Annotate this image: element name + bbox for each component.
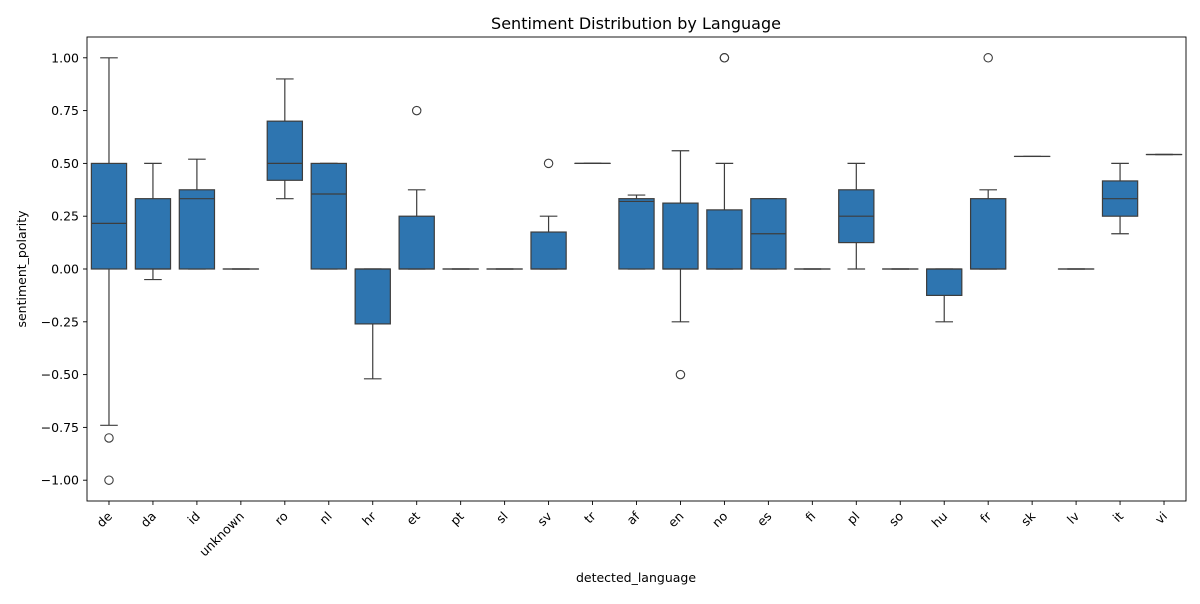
box [707, 210, 742, 269]
box [971, 199, 1006, 269]
box [663, 203, 698, 269]
box [179, 190, 214, 269]
box [531, 232, 566, 269]
box-group-af [619, 195, 654, 269]
box-group-es [751, 199, 786, 269]
y-tick-label: 0.00 [51, 262, 79, 277]
box [91, 163, 126, 269]
y-tick-label: 0.75 [51, 103, 79, 118]
box [267, 121, 302, 180]
y-tick-label: 0.25 [51, 209, 79, 224]
box [619, 199, 654, 269]
box [311, 163, 346, 269]
y-axis-label: sentiment_polarity [14, 210, 29, 328]
chart-title: Sentiment Distribution by Language [491, 14, 781, 33]
y-tick-label: 1.00 [51, 50, 79, 65]
box-group-nl [311, 163, 346, 269]
y-tick-label: 0.50 [51, 156, 79, 171]
box [355, 269, 390, 324]
box [399, 216, 434, 269]
y-tick-label: −1.00 [41, 473, 79, 488]
box [135, 199, 170, 269]
box [927, 269, 962, 295]
y-tick-label: −0.75 [41, 420, 79, 435]
y-tick-label: −0.25 [41, 314, 79, 329]
y-tick-label: −0.50 [41, 367, 79, 382]
x-axis-label: detected_language [576, 570, 696, 585]
